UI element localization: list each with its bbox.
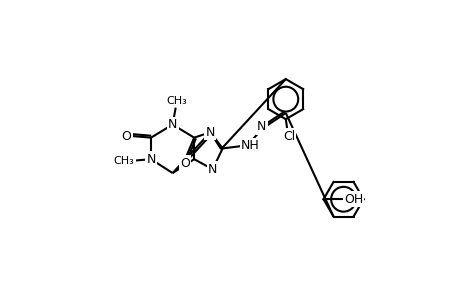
Text: CH₃: CH₃ [166, 96, 186, 106]
Text: N: N [207, 163, 217, 176]
Text: N: N [146, 153, 156, 166]
Text: O: O [179, 157, 190, 169]
Text: N: N [168, 118, 177, 131]
Text: OH: OH [343, 193, 363, 206]
Text: Cl: Cl [282, 130, 294, 142]
Text: N: N [257, 120, 266, 134]
Text: NH: NH [241, 139, 259, 152]
Text: CH₃: CH₃ [113, 156, 134, 166]
Text: O: O [121, 130, 131, 142]
Text: N: N [205, 126, 214, 139]
